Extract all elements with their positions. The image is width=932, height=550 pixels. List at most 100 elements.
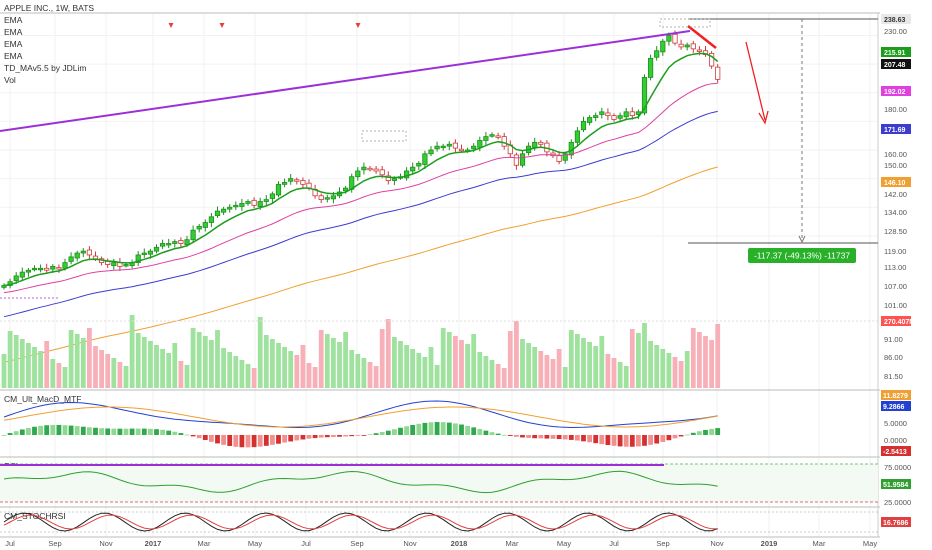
candle-body-75	[458, 148, 465, 152]
macd-hist-95	[581, 435, 586, 442]
macd-hist-86	[526, 435, 531, 438]
price-tag-4: 192.02	[884, 89, 906, 96]
candle-body-95	[580, 120, 587, 131]
volume-bar-89	[544, 355, 550, 388]
macd-pane: CM_Ult_MacD_MTF	[1, 394, 721, 448]
volume-bar-52	[318, 330, 324, 388]
chart-title[interactable]: APPLE INC., 1W, BATS	[4, 3, 95, 13]
macd-hist-109	[666, 435, 672, 441]
rsi-tag-1: 51.9584	[883, 482, 908, 489]
candle-body-72	[440, 145, 446, 149]
price-tick-19: 86.00	[884, 353, 903, 362]
candle-body-33	[202, 222, 208, 228]
volume-bar-33	[202, 336, 208, 388]
stoch-d-line	[3, 514, 718, 530]
legend-vol[interactable]: Vol	[4, 75, 16, 85]
candle-body-12	[74, 252, 80, 259]
macd-hist-56	[343, 435, 348, 437]
macd-hist-112	[684, 434, 690, 436]
rsi-tick-2: 25.0000	[884, 498, 911, 507]
macd-tag-bg-4	[881, 446, 911, 456]
price-tick-8: 150.00	[884, 161, 907, 170]
macd-hist-75	[459, 424, 464, 435]
red-trend-segment	[687, 25, 717, 49]
time-tick-13: Sep	[656, 539, 669, 548]
candle-body-27	[166, 243, 172, 246]
grid-lines	[0, 14, 878, 536]
volume-bar-102	[623, 366, 629, 388]
price-tick-14: 113.00	[884, 263, 906, 272]
volume-bar-69	[422, 357, 428, 388]
macd-signal-line	[3, 406, 718, 428]
volume-bar-75	[459, 340, 464, 388]
macd-hist-24	[148, 428, 153, 435]
macd-hist-102	[623, 435, 629, 447]
candle-body-28	[172, 241, 178, 244]
legend-ema-1[interactable]: EMA	[4, 15, 23, 25]
candle-body-71	[434, 145, 440, 150]
volume-bar-20	[123, 366, 129, 388]
candle-body-46	[281, 182, 288, 185]
macd-tick-2: 5.0000	[884, 419, 907, 428]
volume-bar-7	[44, 341, 50, 388]
volume-bar-21	[129, 315, 135, 388]
legend-ema-2[interactable]: EMA	[4, 27, 23, 37]
candle-body-112	[684, 44, 690, 48]
candle-body-73	[446, 143, 452, 147]
stoch-k-line	[3, 512, 718, 532]
volume-bar-62	[379, 329, 385, 388]
legend-ema-4[interactable]: EMA	[4, 51, 23, 61]
price-tag-bg-9	[881, 177, 911, 187]
volume-bar-0	[1, 354, 7, 388]
macd-hist-36	[221, 435, 226, 445]
volume-bar-1	[7, 331, 13, 388]
macd-hist-3	[19, 429, 25, 435]
volume-bar-71	[434, 365, 440, 388]
candle-body-17	[105, 261, 111, 265]
macd-hist-100	[611, 435, 617, 446]
measure-callout-box	[748, 248, 856, 263]
sell-marker-0	[168, 23, 174, 28]
macd-hist-59	[361, 435, 367, 436]
macd-tag-bg-1	[881, 401, 911, 411]
volume-bar-63	[385, 319, 391, 388]
price-axis[interactable]: 238.63 230.00 215.91 207.48 192.02 180.00 171.…	[880, 0, 932, 550]
candle-body-82	[501, 136, 507, 147]
candle-body-108	[660, 40, 666, 53]
time-tick-0: Jul	[5, 539, 15, 548]
volume-bar-10	[62, 367, 68, 388]
candle-body-20	[123, 264, 129, 267]
macd-hist-22	[135, 428, 141, 435]
candle-body-47	[288, 178, 294, 182]
candle-body-68	[416, 162, 422, 167]
time-tick-17: May	[863, 539, 877, 548]
candle-body-22	[135, 254, 141, 263]
candle-body-25	[153, 246, 160, 252]
price-pane[interactable]	[1, 30, 721, 363]
macd-hist-45	[276, 435, 281, 444]
drawings[interactable]	[0, 18, 878, 299]
price-tag-0: 238.63	[884, 17, 906, 24]
volume-bar-58	[355, 354, 361, 388]
volume-bar-99	[605, 354, 611, 388]
price-tick-7: 160.00	[884, 150, 907, 159]
candle-body-32	[196, 225, 202, 230]
legend-td-ma[interactable]: TD_MAv5.5 by JDLim	[4, 63, 87, 73]
macd-hist-104	[636, 435, 641, 447]
volume-bar-15	[93, 346, 98, 388]
price-tag-bg-6	[881, 124, 911, 134]
rsi-pane: RSI	[0, 461, 878, 503]
candle-body-29	[178, 240, 184, 244]
macd-hist-4	[26, 427, 31, 435]
candle-body-36	[220, 208, 227, 213]
candle-body-64	[391, 178, 398, 181]
time-axis[interactable]: Jul Sep Nov 2017 Mar May Jul Sep Nov 2018 Mar May Ju…	[5, 539, 877, 548]
legend-ema-3[interactable]: EMA	[4, 39, 23, 49]
volume-bar-79	[483, 356, 489, 388]
volume-bar-111	[678, 361, 684, 388]
macd-hist-61	[373, 433, 379, 435]
volume-bar-90	[550, 359, 556, 388]
volume-bar-101	[617, 362, 623, 388]
macd-hist-60	[367, 434, 373, 436]
